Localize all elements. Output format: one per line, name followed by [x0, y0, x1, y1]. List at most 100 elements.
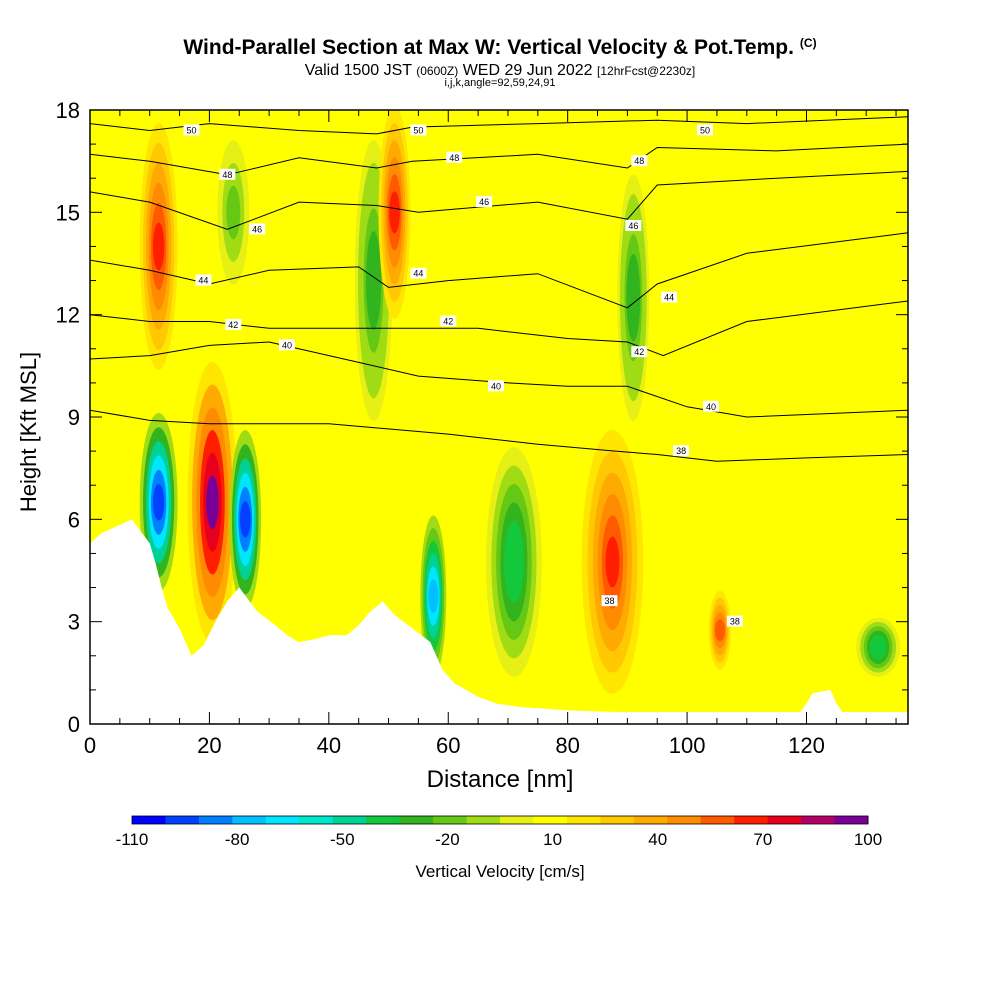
y-tick-label: 18 [56, 98, 80, 123]
contour-label: 40 [702, 400, 719, 412]
contour-label-text: 44 [198, 276, 208, 286]
isentrope-42 [90, 300, 908, 357]
colorbar-tick-label: -110 [116, 830, 149, 849]
colorbar-swatch [633, 816, 668, 824]
contour-label: 48 [446, 151, 463, 163]
colorbar-swatch [700, 816, 735, 824]
colorbar-swatch [566, 816, 601, 824]
colorbar-swatch [801, 816, 836, 824]
colorbar-swatch [834, 816, 869, 824]
contour-label-text: 40 [282, 340, 292, 350]
colorbar-tick-label: 10 [543, 830, 562, 849]
colorbar-swatch [734, 816, 769, 824]
subtitle-fcst: [12hrFcst@2230z] [597, 64, 696, 78]
colorbar-swatch [533, 816, 568, 824]
isentrope-50 [90, 116, 908, 135]
contour-label-text: 40 [491, 381, 501, 391]
velocity-cell [714, 619, 725, 642]
x-tick-label: 20 [197, 733, 221, 758]
velocity-cell [389, 191, 400, 234]
isentrope-46 [90, 170, 908, 230]
isentrope-38 [90, 409, 908, 462]
contour-labels: 50 50 50 48 48 48 46 46 46 44 44 44 42 42 42 40 40 40 38 38… [183, 124, 743, 627]
contour-label: 46 [249, 223, 266, 235]
colorbar-swatch [433, 816, 468, 824]
y-tick-label: 15 [56, 200, 80, 225]
contour-label: 46 [625, 219, 642, 231]
contour-label-text: 46 [252, 224, 262, 234]
contour-label: 38 [601, 595, 618, 607]
terrain [90, 519, 908, 724]
contour-label-text: 48 [222, 170, 232, 180]
colorbar-tick-label: 100 [854, 830, 882, 849]
subtitle-utc: (0600Z) [416, 64, 459, 78]
contour-label: 44 [410, 267, 427, 279]
colorbar-label: Vertical Velocity [cm/s] [415, 862, 585, 881]
x-axis-label: Distance [nm] [426, 766, 574, 793]
x-tick-label: 0 [84, 733, 96, 758]
colorbar-tick-label: 70 [753, 830, 772, 849]
colorbar-swatch [767, 816, 802, 824]
y-tick-label: 9 [68, 405, 80, 430]
velocity-cell [206, 475, 219, 530]
colorbar-swatch [366, 816, 401, 824]
contour-label: 40 [488, 380, 505, 392]
isentrope-40 [90, 341, 908, 418]
contour-label-text: 42 [228, 320, 238, 330]
isentrope-48 [90, 143, 908, 176]
contour-label: 48 [631, 155, 648, 167]
contour-label-text: 38 [604, 596, 614, 606]
contour-label-text: 40 [706, 402, 716, 412]
colorbar-swatch [165, 816, 200, 824]
contour-label: 46 [476, 196, 493, 208]
x-tick-label: 40 [317, 733, 341, 758]
colorbar-border [131, 815, 869, 825]
contour-label-text: 38 [676, 446, 686, 456]
contour-label-text: 50 [700, 125, 710, 135]
contour-label: 42 [225, 318, 242, 330]
colorbar-swatch [399, 816, 434, 824]
x-tick-label: 60 [436, 733, 460, 758]
contour-label: 50 [183, 124, 200, 136]
velocity-cell [872, 638, 885, 656]
contour-label-text: 48 [449, 153, 459, 163]
contour-label-text: 42 [443, 316, 453, 326]
velocity-cell [153, 222, 165, 271]
chart-title: Wind-Parallel Section at Max W: Vertical… [183, 36, 817, 59]
contour-label-text: 50 [413, 125, 423, 135]
contour-label: 40 [279, 339, 296, 351]
plot-frame: 0 20 40 60 80 100 120 0 3 6 9 12 15 18 [56, 98, 909, 758]
colorbar-tick-label: 40 [648, 830, 667, 849]
colorbar-swatch [232, 816, 267, 824]
contour-label: 50 [696, 124, 713, 136]
y-tick-label: 12 [56, 303, 80, 328]
colorbar-swatch [667, 816, 702, 824]
contour-label-text: 50 [186, 125, 196, 135]
velocity-cell [227, 196, 239, 228]
chart-params: i,j,k,angle=92,59,24,91 [444, 77, 556, 89]
contour-label: 50 [410, 124, 427, 136]
velocity-cell [367, 253, 380, 308]
contour-label-text: 38 [730, 617, 740, 627]
colorbar-swatch [466, 816, 501, 824]
colorbar-swatch [132, 816, 166, 824]
x-tick-label: 120 [788, 733, 825, 758]
colorbar-tick-label: -80 [225, 830, 250, 849]
contour-label: 44 [195, 274, 212, 286]
velocity-cell [605, 536, 620, 588]
velocity-cell [153, 484, 165, 521]
colorbar-swatch [500, 816, 534, 824]
x-tick-label: 80 [555, 733, 579, 758]
colorbar-swatch [299, 816, 334, 824]
contour-label: 38 [726, 615, 743, 627]
y-axis-label: Height [Kft MSL] [16, 351, 41, 513]
contour-label-text: 46 [479, 197, 489, 207]
colorbar-swatch [265, 816, 300, 824]
contour-label-text: 46 [628, 221, 638, 231]
x-tick-label: 100 [669, 733, 706, 758]
copyright-mark: (C) [799, 36, 817, 50]
colorbar-tick-label: -50 [330, 830, 355, 849]
colorbar: -110 -80 -50 -20 10 40 70 100 [116, 815, 882, 849]
contour-label: 42 [631, 346, 648, 358]
colorbar-swatch [332, 816, 367, 824]
